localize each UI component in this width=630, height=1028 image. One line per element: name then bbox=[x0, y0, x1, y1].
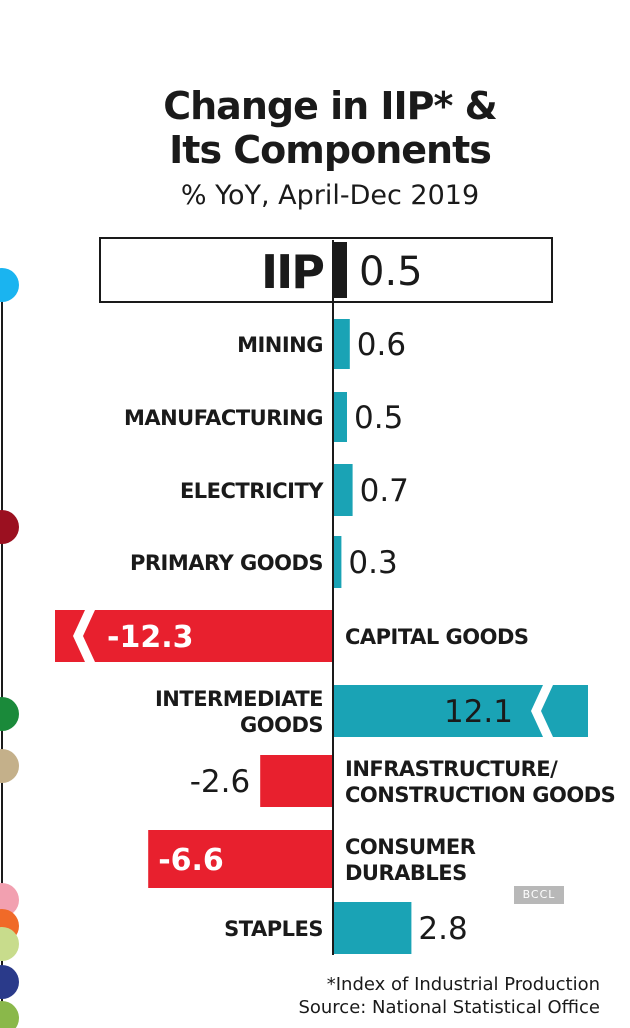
category-label-consumer-durables: CONSUMER bbox=[345, 835, 476, 859]
category-label-staples: STAPLES bbox=[224, 917, 323, 941]
iip-highlight-box bbox=[99, 237, 553, 303]
category-label-electricity: ELECTRICITY bbox=[180, 479, 324, 503]
footnote-source: Source: National Statistical Office bbox=[298, 997, 600, 1018]
value-label-manufacturing: 0.5 bbox=[354, 400, 403, 436]
side-timeline-dot bbox=[0, 927, 19, 961]
category-label-intermediate-goods: GOODS bbox=[240, 713, 323, 737]
value-label-mining: 0.6 bbox=[357, 327, 406, 363]
category-label-iip: IIP bbox=[261, 245, 323, 299]
chart-title-line-2: Its Components bbox=[169, 128, 492, 172]
footnote-definition: *Index of Industrial Production bbox=[326, 974, 600, 995]
value-label-intermediate-goods: 12.1 bbox=[444, 694, 513, 730]
side-timeline-dot bbox=[0, 749, 19, 783]
value-label-infrastructure-construction-goods: -2.6 bbox=[190, 764, 251, 800]
bar-capital-goods bbox=[55, 610, 333, 662]
bar-iip bbox=[333, 242, 347, 298]
value-label-capital-goods: -12.3 bbox=[107, 620, 193, 655]
side-timeline-dot bbox=[0, 510, 19, 544]
value-label-primary-goods: 0.3 bbox=[348, 545, 397, 581]
chart-title-line-1: Change in IIP* & bbox=[163, 84, 498, 128]
category-label-infrastructure-construction-goods: CONSTRUCTION GOODS bbox=[345, 783, 615, 807]
value-label-staples: 2.8 bbox=[418, 911, 467, 947]
bar-electricity bbox=[333, 464, 353, 516]
category-label-mining: MINING bbox=[237, 333, 323, 357]
side-timeline-dot bbox=[0, 883, 19, 917]
side-timeline-dot bbox=[0, 268, 19, 302]
bar-mining bbox=[333, 319, 350, 369]
category-label-primary-goods: PRIMARY GOODS bbox=[130, 551, 323, 575]
bar-manufacturing bbox=[333, 392, 347, 442]
category-label-manufacturing: MANUFACTURING bbox=[124, 406, 323, 430]
side-timeline-dot bbox=[0, 697, 19, 731]
category-label-intermediate-goods: INTERMEDIATE bbox=[155, 687, 323, 711]
axis-break-intermediate-goods bbox=[531, 685, 553, 737]
bar-infrastructure-construction-goods bbox=[260, 755, 333, 807]
watermark-badge: BCCL bbox=[514, 886, 564, 904]
bar-consumer-durables bbox=[148, 830, 333, 888]
category-label-consumer-durables: DURABLES bbox=[345, 861, 467, 885]
category-label-infrastructure-construction-goods: INFRASTRUCTURE/ bbox=[345, 757, 558, 781]
value-label-consumer-durables: -6.6 bbox=[158, 843, 224, 878]
value-label-iip: 0.5 bbox=[359, 249, 423, 295]
value-label-electricity: 0.7 bbox=[360, 473, 409, 509]
category-label-capital-goods: CAPITAL GOODS bbox=[345, 625, 529, 649]
axis-break-capital-goods bbox=[73, 610, 95, 662]
side-timeline-dot bbox=[0, 965, 19, 999]
bar-staples bbox=[333, 902, 412, 954]
bar-primary-goods bbox=[333, 536, 342, 588]
side-timeline-dot bbox=[0, 1001, 19, 1028]
chart-subtitle: % YoY, April-Dec 2019 bbox=[180, 180, 480, 211]
